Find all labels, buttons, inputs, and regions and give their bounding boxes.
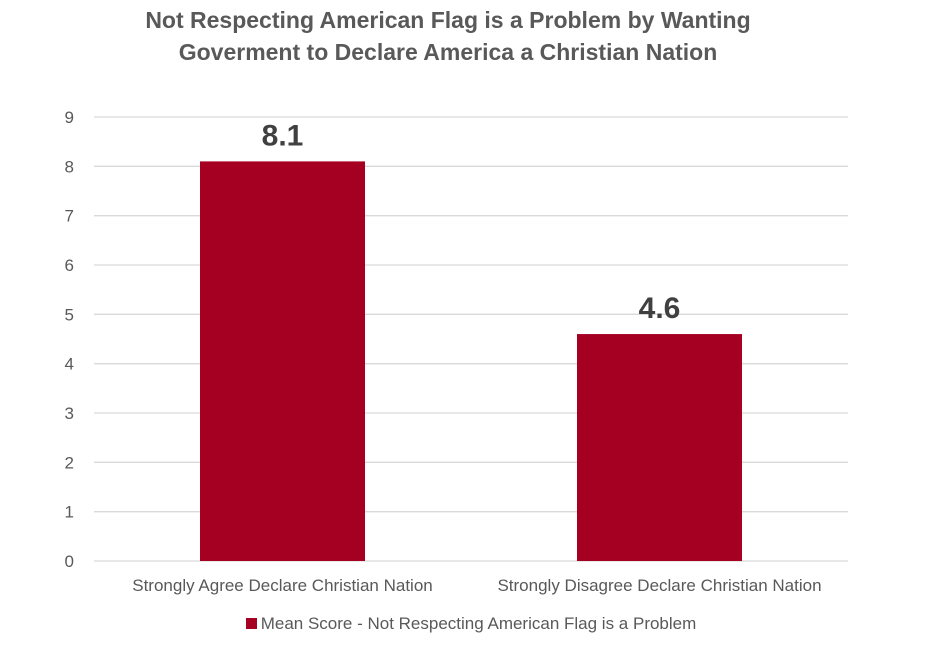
chart-title: Not Respecting American Flag is a Proble… bbox=[0, 4, 896, 68]
category-label-1: Strongly Agree Declare Christian Nation bbox=[132, 576, 432, 595]
legend-label: Mean Score - Not Respecting American Fla… bbox=[260, 614, 697, 633]
category-label-2: Strongly Disagree Declare Christian Nati… bbox=[497, 576, 821, 595]
data-label-1: 8.1 bbox=[262, 119, 304, 152]
y-tick-label-8: 8 bbox=[65, 157, 74, 176]
y-tick-label-5: 5 bbox=[65, 305, 74, 324]
y-tick-label-0: 0 bbox=[65, 552, 74, 571]
y-tick-label-3: 3 bbox=[65, 404, 74, 423]
y-tick-label-2: 2 bbox=[65, 453, 74, 472]
y-tick-label-1: 1 bbox=[65, 503, 74, 522]
bar-2 bbox=[577, 334, 742, 561]
y-tick-label-9: 9 bbox=[65, 108, 74, 127]
chart-legend: Mean Score - Not Respecting American Fla… bbox=[0, 613, 942, 635]
chart-title-line-1: Not Respecting American Flag is a Proble… bbox=[145, 7, 751, 33]
data-label-2: 4.6 bbox=[639, 292, 681, 325]
y-tick-label-7: 7 bbox=[65, 207, 74, 226]
y-tick-label-6: 6 bbox=[65, 256, 74, 275]
legend-swatch bbox=[245, 618, 257, 629]
y-tick-label-4: 4 bbox=[65, 355, 74, 374]
chart-title-line-2: Goverment to Declare America a Christian… bbox=[178, 39, 718, 65]
bar-1 bbox=[200, 161, 365, 561]
